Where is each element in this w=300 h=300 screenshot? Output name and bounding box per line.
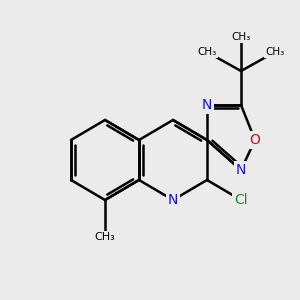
- Text: N: N: [236, 163, 246, 177]
- Text: N: N: [168, 193, 178, 207]
- Text: CH₃: CH₃: [231, 32, 250, 42]
- Text: N: N: [202, 98, 212, 112]
- Text: CH₃: CH₃: [266, 47, 285, 57]
- Text: CH₃: CH₃: [94, 232, 116, 242]
- Text: CH₃: CH₃: [197, 47, 217, 57]
- Text: O: O: [250, 133, 260, 147]
- Text: Cl: Cl: [234, 193, 248, 207]
